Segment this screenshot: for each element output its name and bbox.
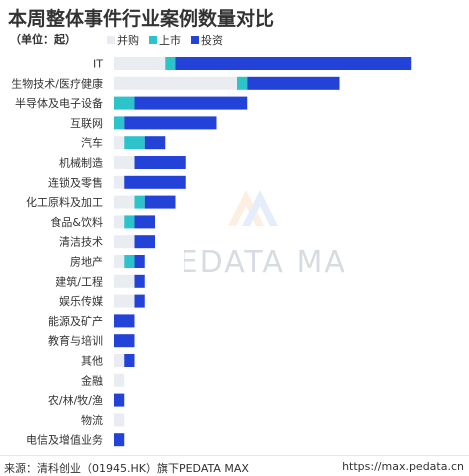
bar-touzi — [124, 175, 186, 189]
bar-touzi — [144, 136, 166, 150]
bar-shangshi — [124, 215, 135, 229]
bar-bingou — [114, 274, 135, 288]
bar-touzi — [134, 235, 155, 249]
bar-touzi — [114, 314, 135, 328]
bar-touzi — [114, 393, 125, 407]
bar-bingou — [114, 175, 125, 189]
footer-divider — [0, 455, 469, 456]
category-label: 汽车 — [81, 136, 103, 150]
bar-bingou — [114, 76, 237, 90]
bar-bingou — [114, 215, 125, 229]
bar-touzi — [175, 57, 412, 70]
category-label: 房地产 — [70, 255, 103, 269]
bar-bingou — [114, 136, 125, 150]
legend-swatch-bingou — [107, 36, 115, 44]
legend-item-touzi: 投资 — [191, 32, 223, 48]
bar-bingou — [114, 156, 135, 169]
legend-swatch-shangshi — [149, 36, 157, 44]
bar-touzi — [124, 116, 217, 130]
bar-touzi — [247, 76, 340, 90]
category-label: 能源及矿产 — [48, 314, 103, 328]
bar-bingou — [114, 195, 135, 209]
bar-touzi — [134, 215, 155, 229]
watermark: PEDATA MAX — [184, 190, 344, 280]
category-label: 农/林/牧/渔 — [48, 393, 103, 407]
category-label: 教育与培训 — [48, 334, 103, 348]
bar-chart: IT 生物技术/医疗健康半导体及电子设备互联网汽车机械制造连锁及零售化工原料及加工… — [11, 57, 412, 447]
legend-label-shangshi: 上市 — [159, 34, 181, 47]
chart-title: 本周整体事件行业案例数量对比 — [8, 8, 275, 30]
category-label: 半导体及电子设备 — [15, 96, 103, 110]
bar-shangshi — [134, 195, 145, 209]
category-label: 其他 — [81, 355, 103, 368]
legend-item-bingou: 并购 — [107, 32, 139, 48]
category-label: 连锁及零售 — [48, 175, 103, 189]
watermark-logo-icon — [228, 190, 278, 226]
category-label: 建筑/工程 — [55, 274, 103, 288]
category-label: 化工原料及加工 — [26, 195, 103, 209]
legend-item-shangshi: 上市 — [149, 32, 181, 48]
legend-swatch-touzi — [191, 36, 199, 44]
bar-touzi — [134, 255, 145, 268]
source-note: 来源：清科创业（01945.HK）旗下PEDATA MAX — [4, 462, 249, 475]
bar-touzi — [144, 195, 176, 209]
legend-label-touzi: 投资 — [201, 34, 223, 47]
legend-label-bingou: 并购 — [117, 34, 139, 47]
bar-bingou — [114, 413, 125, 427]
bar-touzi — [134, 96, 248, 110]
category-label: 机械制造 — [59, 156, 103, 170]
watermark-text: PEDATA MAX — [184, 245, 344, 280]
bar-shangshi — [124, 255, 135, 268]
category-label: 物流 — [81, 413, 103, 427]
bar-bingou — [114, 255, 125, 268]
bar-touzi — [134, 294, 145, 308]
category-label: 娱乐传媒 — [59, 294, 103, 308]
bar-bingou — [114, 57, 166, 70]
bar-bingou — [114, 354, 125, 367]
bar-shangshi — [114, 96, 135, 110]
bar-shangshi — [165, 57, 176, 70]
unit-label: （单位：起） — [10, 33, 76, 46]
bar-shangshi — [237, 76, 248, 90]
bar-touzi — [114, 334, 135, 348]
legend: 并购 上市 投资 — [107, 32, 223, 48]
bar-bingou — [114, 235, 135, 249]
source-url: https://max.pedata.cn — [342, 460, 464, 473]
category-label: 金融 — [81, 373, 103, 387]
bar-shangshi — [124, 136, 145, 150]
bar-touzi — [134, 156, 186, 169]
bar-bingou — [114, 373, 125, 387]
category-label: 电信及增值业务 — [26, 433, 103, 447]
bar-touzi — [124, 354, 135, 367]
bar-touzi — [134, 274, 145, 288]
category-label: IT — [93, 58, 103, 71]
category-label: 互联网 — [70, 117, 103, 130]
category-label: 食品&饮料 — [50, 215, 103, 229]
category-label: 清洁技术 — [59, 236, 103, 249]
bar-touzi — [114, 433, 125, 447]
bar-shangshi — [114, 116, 125, 130]
category-label: 生物技术/医疗健康 — [11, 76, 103, 90]
bar-bingou — [114, 294, 135, 308]
